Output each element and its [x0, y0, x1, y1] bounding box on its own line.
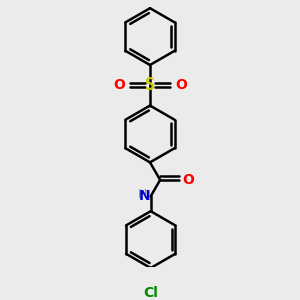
Text: S: S: [145, 76, 155, 94]
Text: H: H: [138, 188, 147, 202]
Text: O: O: [113, 78, 125, 92]
Text: N: N: [138, 189, 150, 203]
Text: O: O: [182, 173, 194, 187]
Text: O: O: [175, 78, 187, 92]
Text: Cl: Cl: [143, 286, 158, 300]
